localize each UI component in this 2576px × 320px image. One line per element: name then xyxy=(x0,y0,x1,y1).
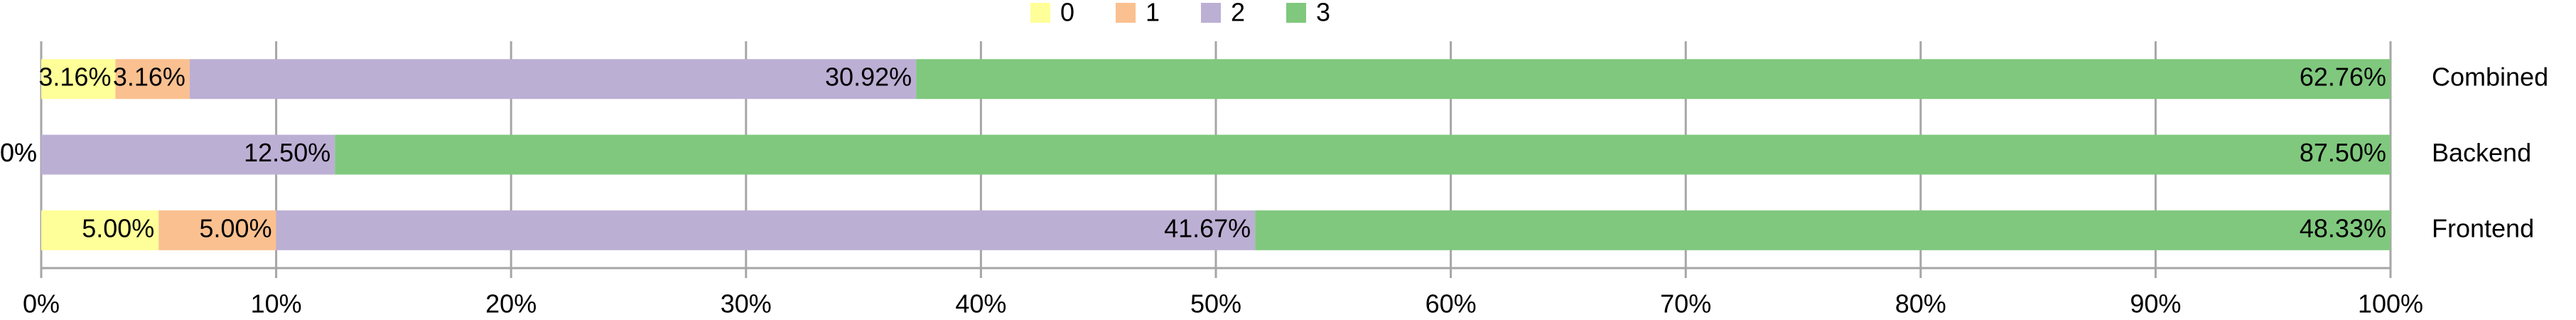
category-label: Frontend xyxy=(2432,213,2534,242)
x-tick-label: 40% xyxy=(955,289,1006,319)
data-label: 12.50% xyxy=(244,138,330,167)
x-tick-label: 80% xyxy=(1895,289,1946,319)
legend-label: 2 xyxy=(1231,0,1245,27)
bar-segment xyxy=(276,210,1256,250)
category-label: Backend xyxy=(2432,138,2531,167)
category-label: Combined xyxy=(2432,63,2548,92)
bar-segment xyxy=(916,59,2391,100)
x-tick-label: 90% xyxy=(2130,289,2181,319)
legend-swatch xyxy=(1116,3,1136,23)
data-label: 87.50% xyxy=(2300,138,2386,167)
bar-segment xyxy=(335,134,2391,175)
x-tick-label: 10% xyxy=(251,289,302,319)
bar-segment xyxy=(158,210,276,250)
bar-segment xyxy=(189,59,917,100)
data-label: 30.92% xyxy=(825,63,912,92)
data-label: 0.00% xyxy=(0,138,37,167)
data-label: 5.00% xyxy=(200,213,272,242)
x-tick-label: 30% xyxy=(721,289,772,319)
x-tick-label: 60% xyxy=(1426,289,1477,319)
x-tick-label: 0% xyxy=(23,289,60,319)
legend-swatch xyxy=(1286,3,1306,23)
bar-segment xyxy=(41,59,116,100)
legend-swatch xyxy=(1030,3,1050,23)
x-tick-label: 70% xyxy=(1660,289,1711,319)
bar-segment xyxy=(1255,210,2391,250)
x-tick-label: 50% xyxy=(1190,289,1241,319)
data-label: 0.00% xyxy=(0,138,37,167)
legend-label: 3 xyxy=(1316,0,1330,27)
data-label: 3.16% xyxy=(38,63,111,92)
x-tick-label: 20% xyxy=(485,289,537,319)
bar-segment xyxy=(41,134,335,175)
data-label: 62.76% xyxy=(2300,63,2386,92)
bar-segment xyxy=(41,210,159,250)
legend-swatch xyxy=(1201,3,1221,23)
bar-segment xyxy=(115,59,190,100)
data-label: 3.16% xyxy=(113,63,185,92)
legend-label: 1 xyxy=(1146,0,1160,27)
legend-label: 0 xyxy=(1060,0,1074,27)
data-label: 41.67% xyxy=(1164,213,1251,242)
data-label: 5.00% xyxy=(82,213,154,242)
data-label: 48.33% xyxy=(2300,213,2386,242)
x-tick-label: 100% xyxy=(2358,289,2423,319)
